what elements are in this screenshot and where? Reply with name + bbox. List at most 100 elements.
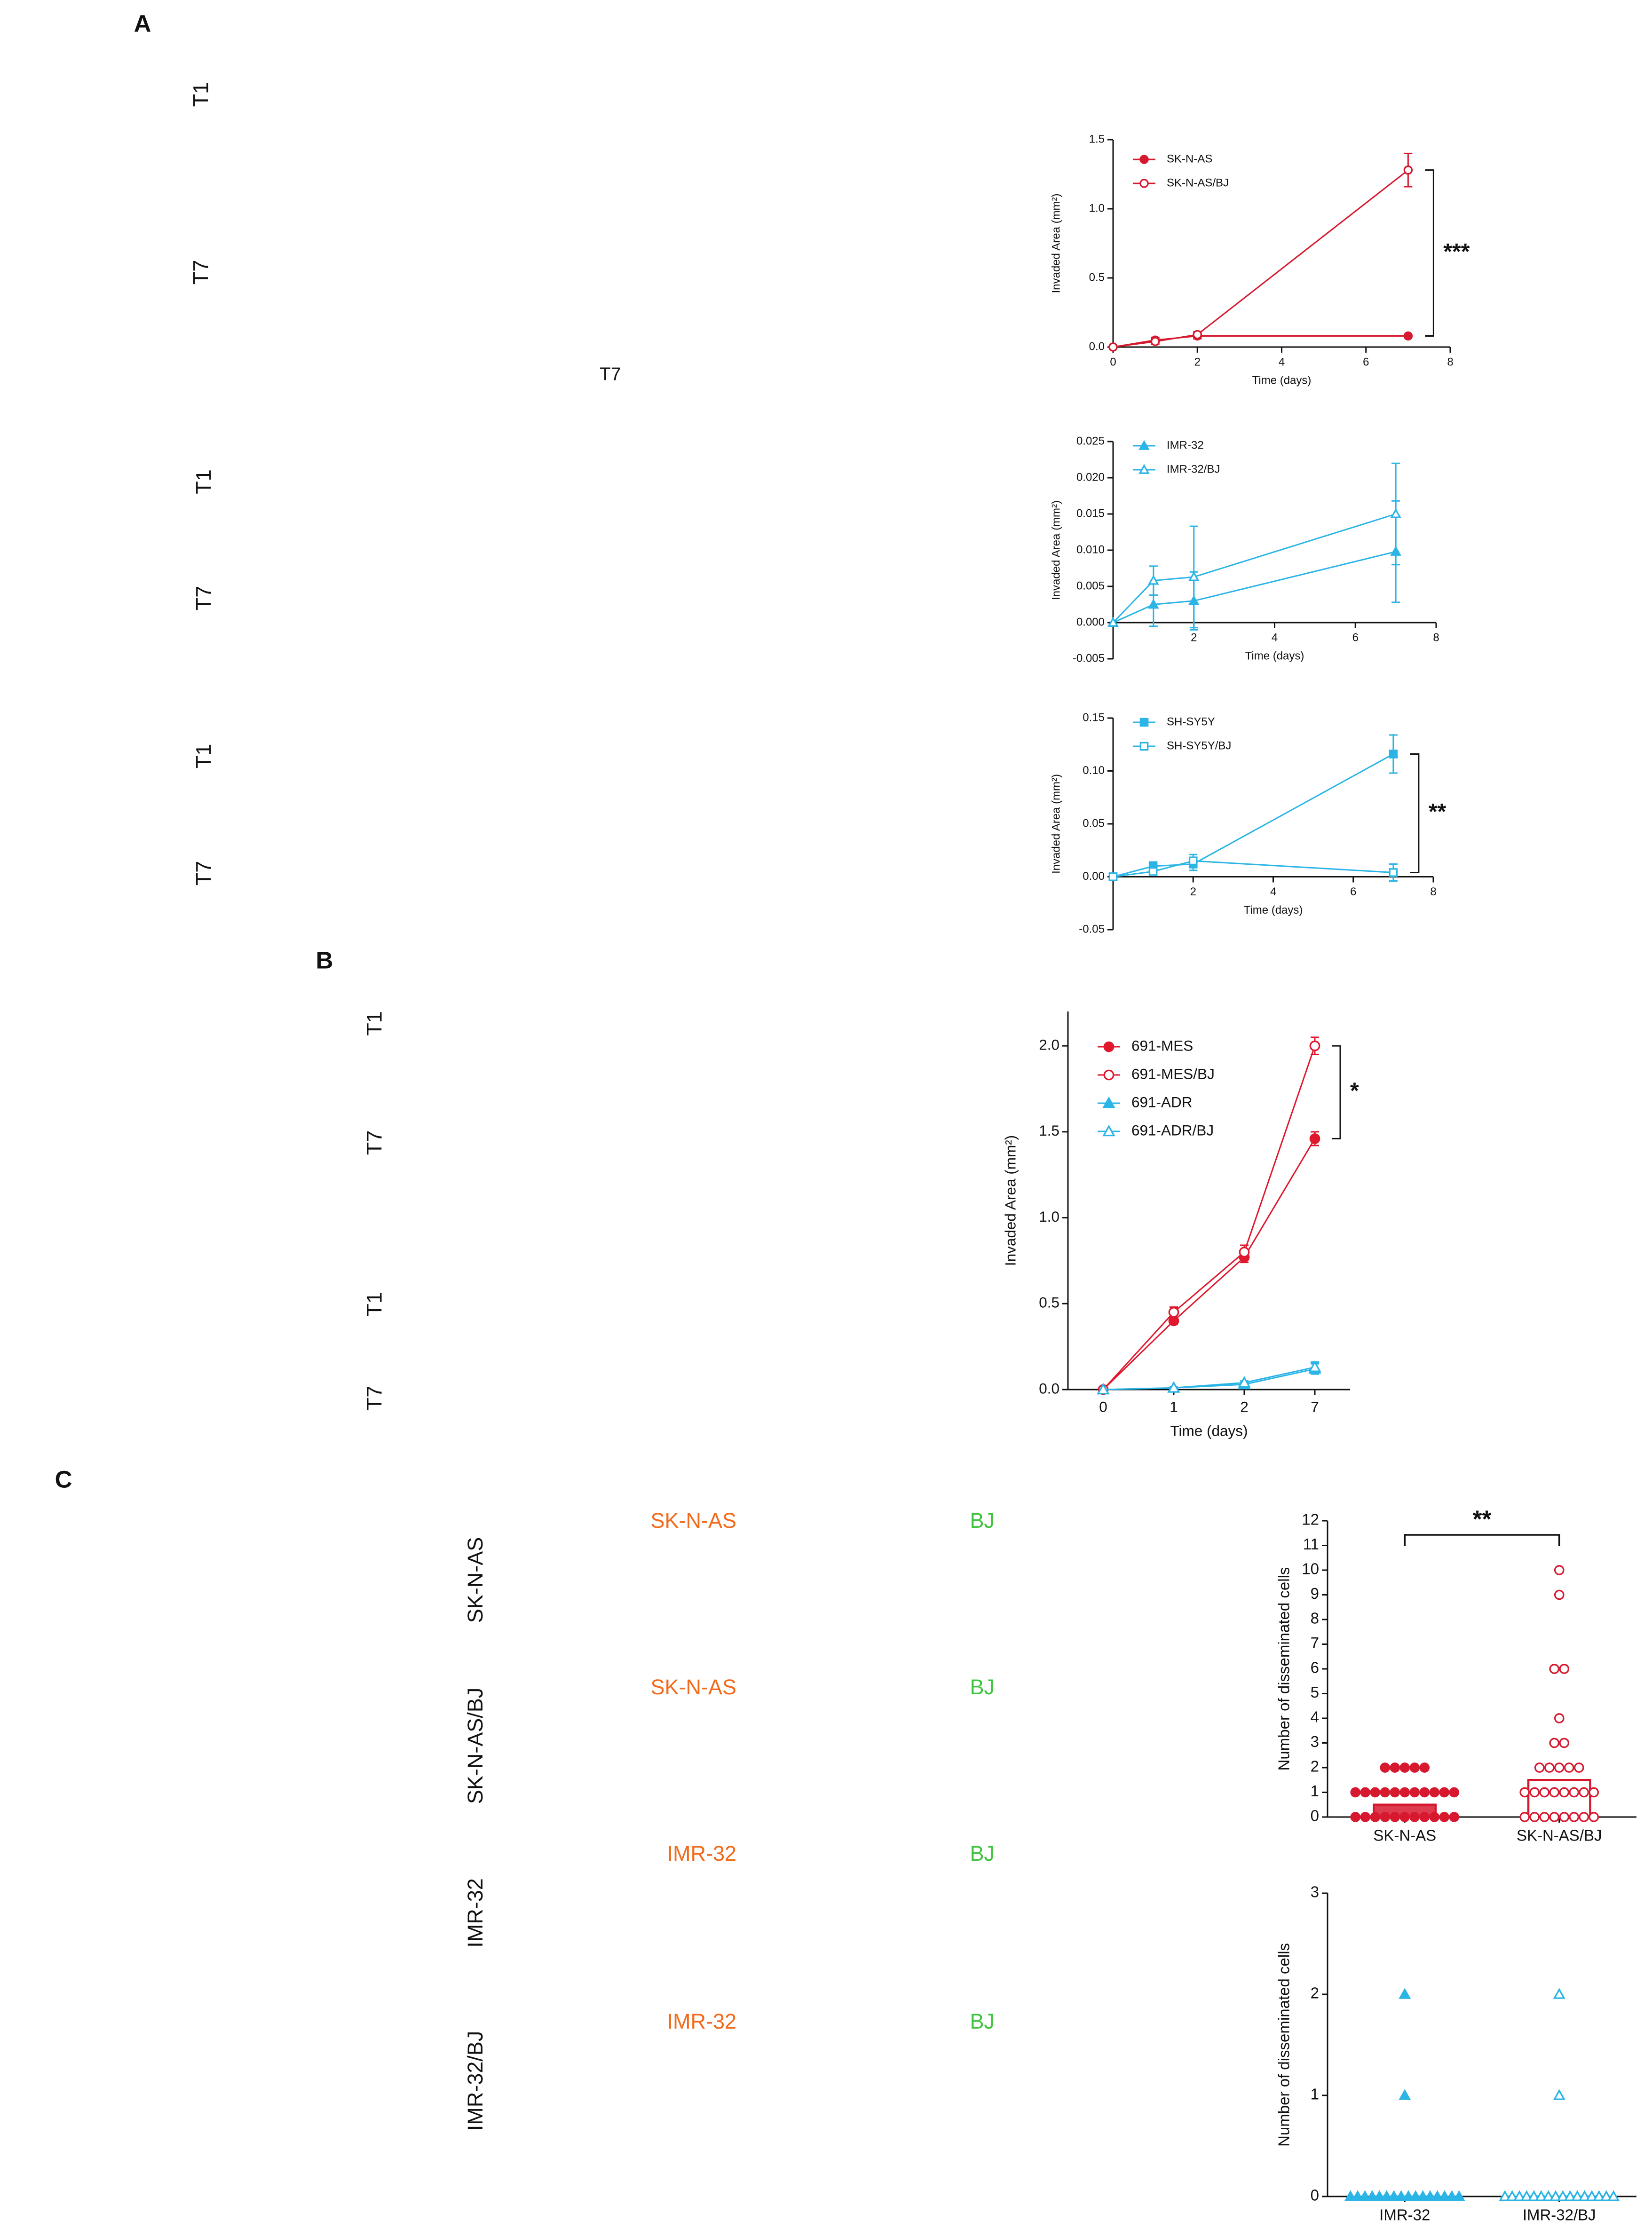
channel-label: IMR-32 <box>667 2009 736 2033</box>
row-label: T7 <box>362 1130 386 1155</box>
y-axis-label: Invaded Area (mm²) <box>1050 193 1062 293</box>
series-line <box>1113 860 1393 877</box>
data-point <box>1559 1664 1570 1674</box>
legend-label: SH-SY5Y/BJ <box>1167 739 1231 752</box>
data-point <box>1589 1787 1599 1798</box>
y-tick-label: 3 <box>1311 1733 1319 1750</box>
data-point <box>1559 1812 1570 1822</box>
data-point <box>1578 2190 1591 2201</box>
data-point <box>1527 2190 1540 2201</box>
image-annotation: T7 <box>600 364 621 384</box>
significance-bracket <box>1332 1045 1341 1139</box>
legend-label: IMR-32 <box>1167 439 1204 451</box>
y-tick-label: 8 <box>1311 1610 1319 1627</box>
channel-label: Merge <box>1193 2009 1253 2033</box>
x-tick-label: 7 <box>1311 1398 1319 1415</box>
y-tick-label: 7 <box>1311 1634 1319 1651</box>
mean-bar <box>1527 1779 1591 1818</box>
data-point <box>1589 1812 1599 1822</box>
y-tick-label: 11 <box>1303 1535 1319 1553</box>
data-point <box>1409 1787 1420 1798</box>
data-point <box>1409 2190 1422 2201</box>
y-tick-label: 0.020 <box>1076 471 1105 483</box>
data-point <box>1446 2190 1458 2201</box>
data-point <box>1453 2190 1465 2201</box>
x-tick-label: 2 <box>1240 1398 1249 1415</box>
x-axis-label: Time (days) <box>1245 649 1304 662</box>
data-point <box>1360 1812 1371 1822</box>
data-point <box>1403 331 1413 341</box>
y-tick-label: 1.0 <box>1039 1208 1059 1225</box>
data-point <box>1534 1762 1545 1773</box>
row-label: IMR-32 <box>463 1878 487 1948</box>
data-point <box>1409 1812 1420 1822</box>
data-point <box>1167 1381 1180 1393</box>
data-point <box>1399 1787 1410 1798</box>
charts: 0.0 0.5 1.0 1.5 Invaded Area (mm²) 0 2 4 6 8 Time … <box>1002 133 1636 2224</box>
x-tick-label: 8 <box>1430 885 1436 898</box>
x-tick-label: 4 <box>1272 631 1278 644</box>
y-tick-label: 0.5 <box>1039 1294 1059 1311</box>
data-point <box>1549 2190 1562 2201</box>
y-tick-label: 0.00 <box>1083 870 1105 883</box>
x-tick-label: 2 <box>1194 356 1201 368</box>
x-tick-label: 4 <box>1279 356 1285 368</box>
data-point <box>1579 1787 1589 1798</box>
data-point <box>1107 616 1119 627</box>
data-point <box>1193 330 1202 340</box>
data-point <box>1097 1383 1110 1395</box>
data-point <box>1389 750 1398 759</box>
data-point <box>1535 2190 1548 2201</box>
x-tick-label: 1 <box>1170 1398 1178 1415</box>
y-tick-label: 9 <box>1311 1585 1319 1602</box>
data-point <box>1238 1376 1251 1388</box>
y-tick-label: 4 <box>1311 1708 1319 1726</box>
data-point <box>1539 1787 1550 1798</box>
significance-label: ** <box>1429 799 1446 824</box>
series-line <box>1112 513 1396 624</box>
y-tick-label: 1.5 <box>1089 133 1105 145</box>
y-tick-label: 12 <box>1302 1511 1319 1528</box>
data-point <box>1419 1812 1430 1822</box>
channel-label: BJ <box>970 1841 995 1865</box>
data-point <box>1554 1762 1565 1773</box>
data-point <box>1549 1664 1560 1674</box>
series-line <box>1113 551 1396 624</box>
legend-marker <box>1139 155 1149 164</box>
data-point <box>1350 1812 1361 1822</box>
y-tick-label: 0.0 <box>1089 340 1105 353</box>
data-point <box>1564 1762 1574 1773</box>
data-point <box>1399 1988 1411 1999</box>
data-point <box>1150 337 1160 346</box>
y-tick-label: 3 <box>1311 1883 1319 1901</box>
significance-label: ** <box>1473 1505 1492 1532</box>
channel-label: BJ <box>970 1509 995 1533</box>
significance-bracket <box>1404 1534 1560 1546</box>
data-point <box>1506 2190 1518 2201</box>
data-point <box>1188 856 1198 866</box>
y-axis-label: Invaded Area (mm²) <box>1050 774 1062 874</box>
x-axis-label: Time (days) <box>1170 1422 1248 1439</box>
y-tick-label: 0.010 <box>1076 543 1105 556</box>
data-point <box>1390 508 1401 518</box>
data-point <box>1554 1713 1565 1723</box>
y-tick-label: 1.5 <box>1039 1122 1059 1139</box>
y-tick-label: 0.025 <box>1076 435 1105 447</box>
data-point <box>1352 2190 1364 2201</box>
images: A B C T1 T7 SK-N-AS SK-N-AS/BJ T7 T1 T7 IMR-32 IMR-… <box>55 10 1253 2131</box>
y-tick-label: 2 <box>1311 1758 1319 1775</box>
y-tick-label: 1 <box>1311 1782 1319 1800</box>
data-point <box>1239 1247 1250 1258</box>
data-point <box>1403 165 1413 175</box>
data-point <box>1429 1787 1440 1798</box>
data-point <box>1350 1787 1361 1798</box>
data-point <box>1539 1812 1550 1822</box>
panel-label: C <box>55 1466 72 1493</box>
series-line <box>1103 1367 1315 1391</box>
significance-bracket <box>1410 753 1420 873</box>
y-axis-label: Invaded Area (mm²) <box>1050 500 1062 600</box>
data-point <box>1519 1812 1530 1822</box>
y-tick-label: 2.0 <box>1039 1036 1059 1053</box>
data-point <box>1344 2190 1357 2201</box>
y-tick-label: 2 <box>1311 1984 1319 2002</box>
